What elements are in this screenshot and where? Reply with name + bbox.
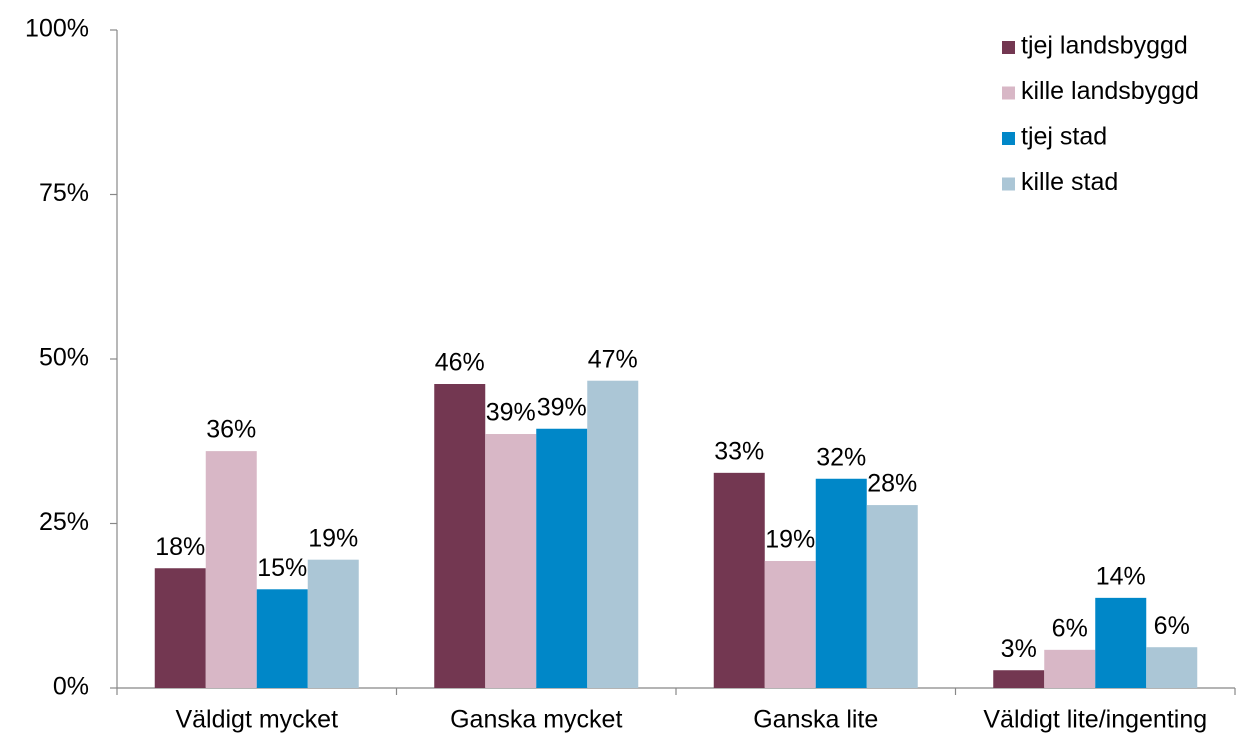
data-label: 39% <box>537 393 587 421</box>
data-label: 32% <box>816 443 866 471</box>
y-tick-label: 0% <box>53 673 89 701</box>
bar <box>1095 597 1147 688</box>
legend-swatch <box>1002 41 1015 54</box>
legend-label: kille stad <box>1021 168 1118 196</box>
data-label: 6% <box>1052 614 1088 642</box>
bar <box>485 434 537 688</box>
data-label: 36% <box>206 416 256 444</box>
legend-label: tjej landsbyggd <box>1021 32 1188 60</box>
bar <box>307 559 359 688</box>
bar <box>205 451 257 688</box>
bar <box>256 589 308 688</box>
bar <box>434 384 486 688</box>
legend-swatch <box>1002 177 1015 191</box>
bar <box>536 428 588 688</box>
bar <box>1146 647 1198 688</box>
x-tick-label: Ganska mycket <box>450 706 622 734</box>
x-tick-label: Väldigt mycket <box>175 706 338 734</box>
data-label: 3% <box>1001 635 1037 663</box>
legend-swatch <box>1002 132 1015 145</box>
bar <box>815 478 867 688</box>
bar <box>866 505 918 688</box>
data-label: 33% <box>714 437 764 465</box>
x-tick-label: Ganska lite <box>753 706 878 734</box>
data-label: 39% <box>486 399 536 427</box>
bar <box>1044 649 1096 688</box>
y-tick-label: 25% <box>39 508 89 536</box>
y-tick-label: 100% <box>25 15 89 43</box>
legend-swatch <box>1002 86 1015 100</box>
data-label: 28% <box>867 470 917 498</box>
y-tick-label: 50% <box>39 344 89 372</box>
bar <box>154 568 206 688</box>
data-label: 19% <box>765 526 815 554</box>
bar <box>764 561 816 688</box>
data-label: 47% <box>588 345 638 373</box>
legend-label: kille landsbyggd <box>1021 77 1199 105</box>
y-tick-label: 75% <box>39 179 89 207</box>
data-label: 18% <box>155 533 205 561</box>
data-label: 14% <box>1096 562 1146 590</box>
bar <box>993 670 1045 688</box>
data-label: 6% <box>1154 612 1190 640</box>
data-label: 15% <box>257 554 307 582</box>
bar <box>587 380 639 688</box>
x-tick-label: Väldigt lite/ingenting <box>983 706 1207 734</box>
legend-label: tjej stad <box>1021 123 1107 151</box>
data-label: 46% <box>435 349 485 377</box>
bar <box>713 472 765 688</box>
data-label: 19% <box>308 524 358 552</box>
